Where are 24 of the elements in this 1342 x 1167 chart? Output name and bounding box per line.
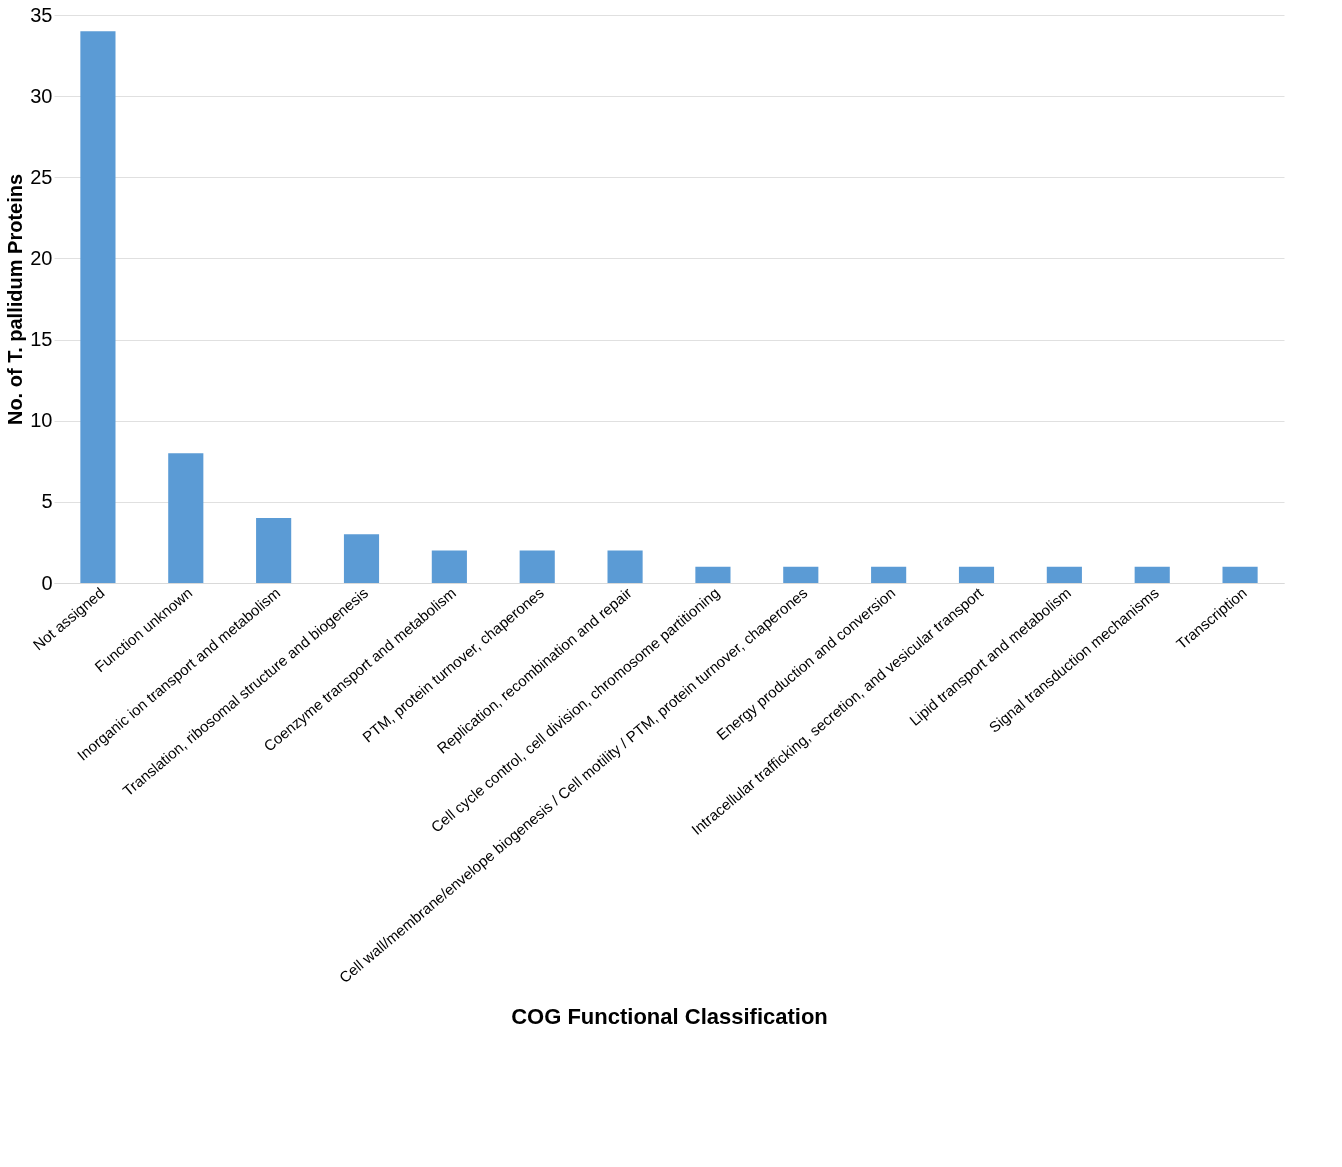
bar <box>519 550 555 583</box>
bar <box>1222 566 1258 583</box>
bar <box>343 534 380 583</box>
bar <box>431 550 467 583</box>
y-axis-title: No. of T. pallidum Proteins <box>4 173 27 426</box>
x-axis-title: COG Functional Classification <box>511 1003 828 1029</box>
y-tick-label: 10 <box>30 409 53 432</box>
bar <box>783 566 819 583</box>
y-tick-label: 5 <box>41 490 53 513</box>
bar <box>607 550 643 583</box>
bar <box>168 453 204 583</box>
y-tick-label: 35 <box>30 3 53 26</box>
bar <box>1046 566 1082 583</box>
y-tick-label: 0 <box>41 571 53 594</box>
bar <box>80 31 116 583</box>
bar <box>695 566 731 583</box>
y-tick-label: 30 <box>30 84 53 107</box>
y-tick-label: 20 <box>30 246 53 269</box>
bar <box>958 566 995 583</box>
y-tick-label: 15 <box>30 328 53 351</box>
y-tick-label: 25 <box>30 165 53 188</box>
bar <box>256 518 292 583</box>
bar <box>1134 566 1170 583</box>
bar <box>871 566 907 583</box>
